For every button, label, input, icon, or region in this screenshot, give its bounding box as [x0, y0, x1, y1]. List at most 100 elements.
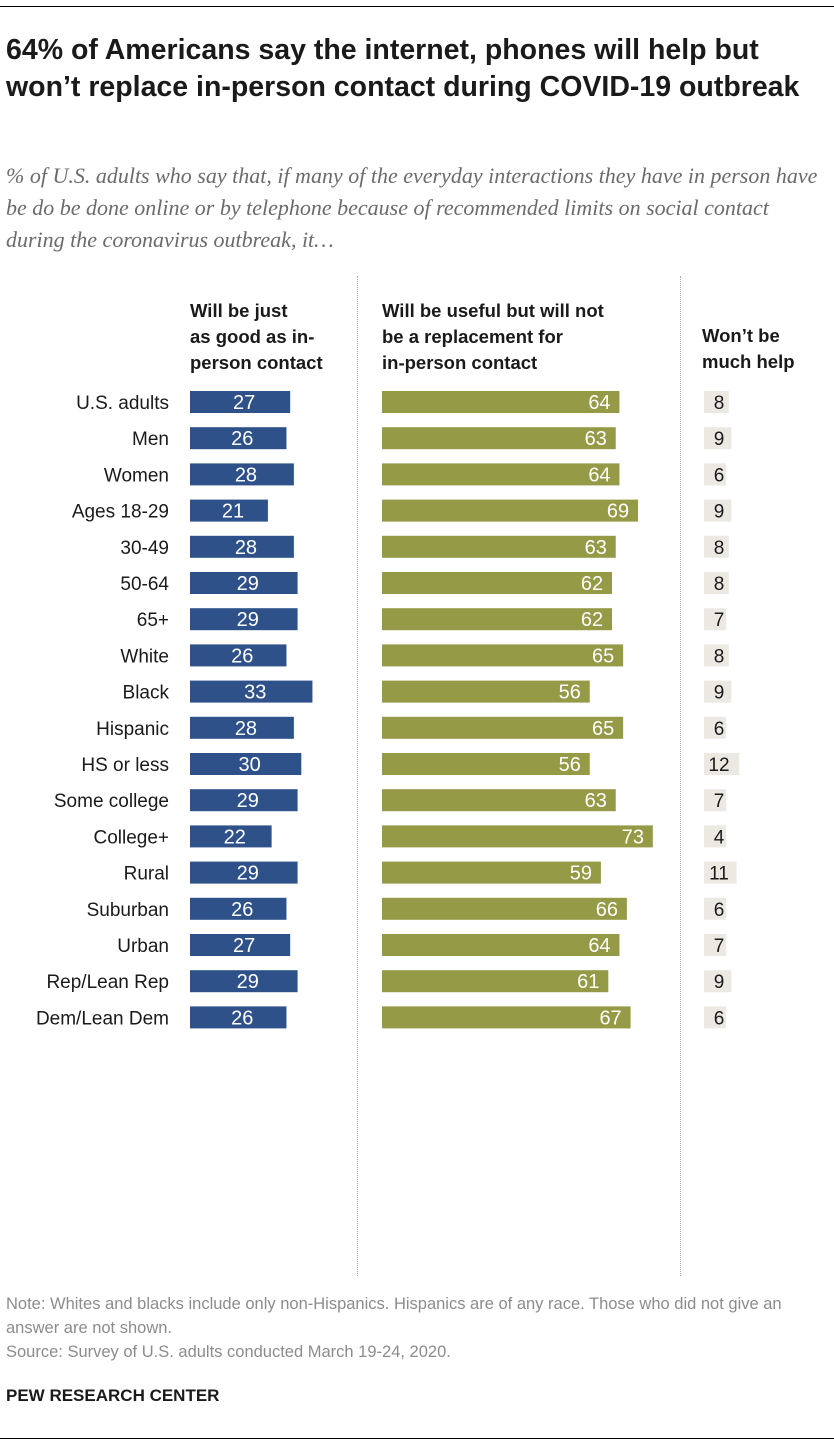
- no-help-value-label: 7: [714, 610, 725, 631]
- category-label: 30-49: [120, 538, 169, 559]
- bar-value-label: 26: [231, 428, 253, 450]
- bar-useful: [382, 463, 620, 486]
- bar-value-label: 29: [237, 971, 259, 993]
- top-rule: [0, 6, 834, 7]
- bar-value-label: 64: [588, 392, 610, 414]
- bar-value-label: 29: [237, 863, 259, 885]
- bar-no-help: [704, 789, 727, 812]
- column-header-line: in-person contact: [382, 352, 538, 373]
- chart-title: 64% of Americans say the internet, phone…: [6, 34, 800, 103]
- bar-useful: [382, 716, 624, 739]
- bar-as-good: [190, 391, 291, 413]
- bar-value-label: 29: [237, 609, 259, 631]
- bar-useful: [382, 535, 616, 558]
- chart-subtitle: % of U.S. adults who say that, if many o…: [6, 163, 818, 252]
- bar-value-label: 28: [235, 718, 257, 740]
- bar-useful: [382, 644, 624, 667]
- bar-no-help: [704, 897, 726, 920]
- chart-source: Source: Survey of U.S. adults conducted …: [6, 1343, 451, 1361]
- bar-value-label: 73: [622, 826, 644, 848]
- bar-as-good: [190, 644, 287, 667]
- bar-useful: [382, 1006, 631, 1029]
- bar-as-good: [190, 753, 302, 775]
- no-help-value-label: 7: [714, 791, 725, 812]
- category-label: Hispanic: [96, 719, 169, 740]
- category-label: College+: [93, 827, 169, 848]
- bar-value-label: 27: [233, 392, 255, 414]
- bar-value-label: 63: [585, 790, 607, 812]
- bar-no-help: [704, 463, 726, 486]
- no-help-value-label: 9: [714, 429, 725, 450]
- bar-no-help: [704, 861, 737, 884]
- bar-value-label: 63: [585, 537, 607, 559]
- category-label: Rural: [124, 864, 169, 885]
- bar-value-label: 28: [235, 464, 257, 486]
- bar-value-label: 33: [244, 682, 266, 704]
- bar-value-label: 61: [577, 971, 599, 993]
- bar-useful: [382, 861, 601, 884]
- bar-as-good: [190, 427, 287, 450]
- no-help-value-label: 8: [714, 538, 725, 559]
- bar-no-help: [704, 391, 729, 413]
- bar-value-label: 64: [588, 464, 610, 486]
- bar-no-help: [704, 753, 740, 775]
- category-label: Some college: [54, 791, 169, 812]
- bar-value-label: 56: [559, 682, 581, 704]
- column-header-line: much help: [702, 351, 795, 372]
- bar-value-label: 66: [596, 899, 618, 921]
- no-help-value-label: 6: [714, 719, 725, 740]
- bar-as-good: [190, 1006, 287, 1029]
- bar-no-help: [704, 572, 729, 594]
- bar-no-help: [704, 970, 732, 993]
- bar-as-good: [190, 789, 298, 812]
- category-label: Rep/Lean Rep: [46, 972, 169, 993]
- bar-value-label: 26: [231, 899, 253, 921]
- column-header-line: Won’t be: [702, 325, 780, 346]
- no-help-value-label: 9: [714, 502, 725, 523]
- category-label: White: [120, 646, 169, 667]
- bar-value-label: 62: [581, 609, 603, 631]
- no-help-value-label: 9: [714, 972, 725, 993]
- bar-as-good: [190, 608, 298, 631]
- column-header-line: as good as in-: [190, 326, 315, 347]
- bar-value-label: 27: [233, 935, 255, 957]
- bar-useful: [382, 934, 620, 956]
- category-label: 50-64: [120, 574, 169, 595]
- bar-value-label: 21: [222, 501, 244, 523]
- column-header-no-help: Won’t be much help: [702, 323, 795, 375]
- no-help-value-label: 11: [709, 864, 729, 885]
- bar-as-good: [190, 499, 268, 522]
- no-help-value-label: 6: [714, 900, 725, 921]
- bar-value-label: 59: [570, 863, 592, 885]
- no-help-value-label: 9: [714, 683, 725, 704]
- no-help-value-label: 7: [714, 936, 725, 957]
- no-help-value-label: 12: [708, 755, 729, 776]
- bar-no-help: [704, 499, 732, 522]
- bar-value-label: 28: [235, 537, 257, 559]
- no-help-value-label: 6: [714, 465, 725, 486]
- bar-as-good: [190, 861, 298, 884]
- bar-as-good: [190, 572, 298, 594]
- bar-useful: [382, 608, 613, 631]
- category-label: Dem/Lean Dem: [36, 1008, 169, 1029]
- no-help-value-label: 8: [714, 646, 725, 667]
- bar-no-help: [704, 1006, 726, 1029]
- column-divider: [680, 276, 681, 1276]
- bar-value-label: 65: [592, 718, 614, 740]
- bar-useful: [382, 753, 590, 775]
- bar-value-label: 69: [607, 501, 629, 523]
- no-help-value-label: 8: [714, 393, 725, 414]
- category-label: Ages 18-29: [72, 502, 169, 523]
- bar-no-help: [704, 716, 726, 739]
- bar-useful: [382, 789, 616, 812]
- bar-useful: [382, 572, 613, 594]
- category-label: Men: [132, 429, 169, 450]
- category-label: Suburban: [87, 900, 169, 921]
- bar-no-help: [704, 608, 727, 631]
- bar-useful: [382, 970, 609, 993]
- category-label: Urban: [117, 936, 169, 957]
- bar-value-label: 22: [224, 826, 246, 848]
- bar-value-label: 29: [237, 790, 259, 812]
- column-divider: [357, 276, 358, 1276]
